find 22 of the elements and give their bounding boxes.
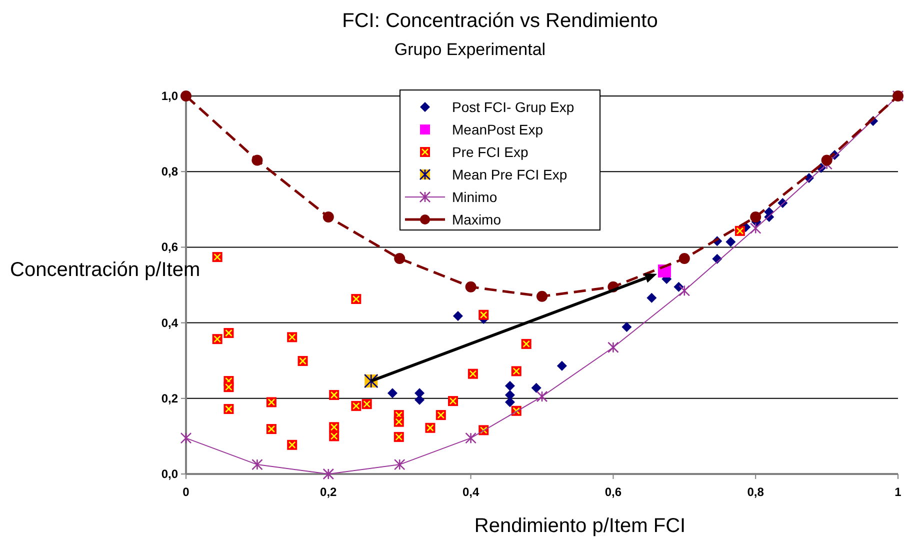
x-tick-label: 0,6 bbox=[604, 485, 622, 499]
y-tick-label: 0,8 bbox=[161, 164, 178, 179]
y-tick-label: 0,0 bbox=[161, 467, 178, 481]
y-tick-label: 0,2 bbox=[161, 391, 178, 406]
x-tick-label: 0 bbox=[182, 485, 190, 499]
y-tick-label: 1,0 bbox=[161, 89, 178, 103]
y-axis-title: Concentración p/Item bbox=[10, 259, 200, 281]
chart-subtitle: Grupo Experimental bbox=[394, 40, 546, 59]
y-tick-label: 0,6 bbox=[161, 240, 178, 254]
x-tick-label: 0,4 bbox=[462, 485, 480, 499]
chart-title: FCI: Concentración vs Rendimiento bbox=[342, 10, 658, 32]
legend-label: Minimo bbox=[452, 189, 498, 205]
legend-label: Pre FCI Exp bbox=[452, 144, 528, 160]
x-tick-label: 0,2 bbox=[320, 485, 338, 499]
legend-label: Mean Pre FCI Exp bbox=[452, 166, 568, 182]
legend-label: Maximo bbox=[452, 212, 502, 228]
x-tick-label: 1 bbox=[894, 485, 902, 499]
legend-label: Post FCI- Grup Exp bbox=[452, 99, 574, 115]
x-axis-title: Rendimiento p/Item FCI bbox=[474, 515, 686, 537]
legend-label: MeanPost Exp bbox=[452, 122, 544, 138]
x-tick-label: 0,8 bbox=[747, 485, 764, 499]
y-tick-label: 0,4 bbox=[161, 316, 178, 330]
